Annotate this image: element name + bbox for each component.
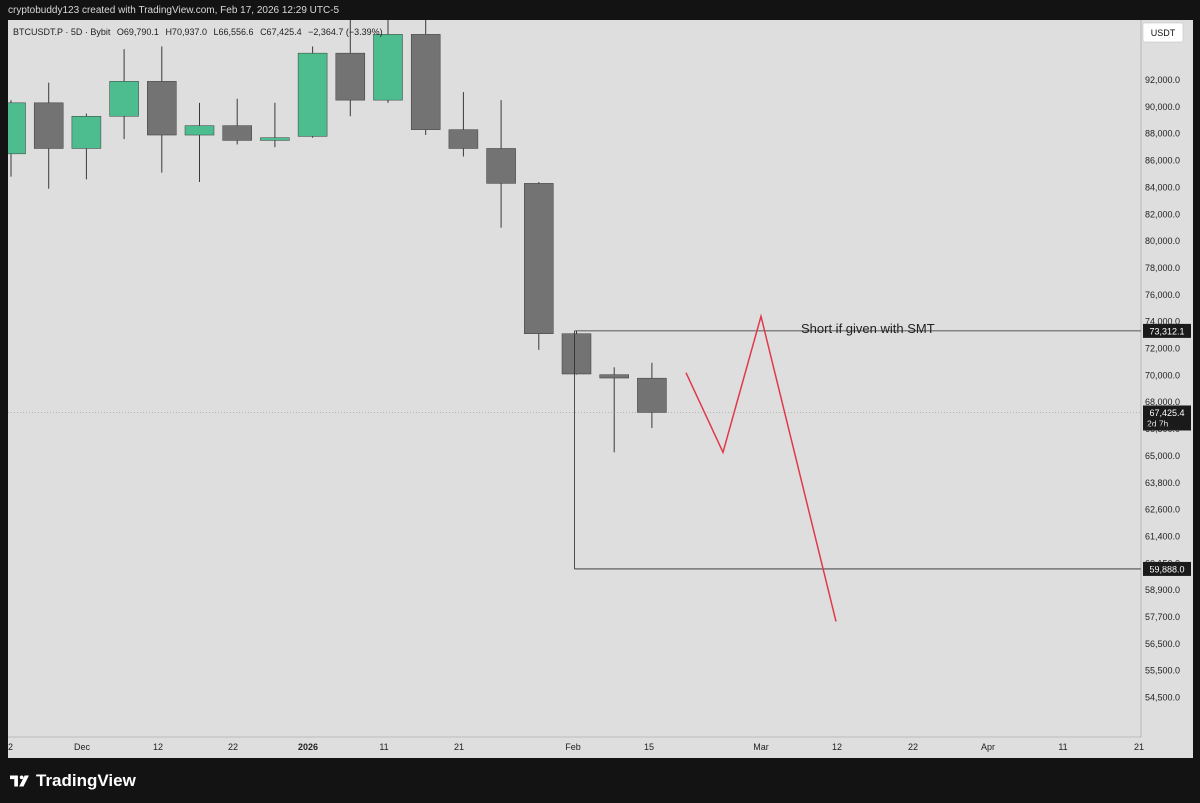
lower-level-tag-text: 59,888.0 xyxy=(1149,564,1184,574)
current-price-tag xyxy=(1143,405,1191,431)
candle-body xyxy=(637,377,667,413)
y-tick-label: 92,000.0 xyxy=(1145,75,1180,85)
candle-body xyxy=(260,137,290,141)
x-tick-label: Apr xyxy=(981,742,995,752)
currency-label[interactable]: USDT xyxy=(1142,22,1184,43)
x-tick-label: 22 xyxy=(908,742,918,752)
y-tick-label: 54,500.0 xyxy=(1145,693,1180,703)
x-tick-label: 22 xyxy=(228,742,238,752)
chart-area[interactable]: 73,312.1 59,888.0 67,425.4 2d 7h 92,000.0 90… xyxy=(0,0,1193,758)
y-tick-label: 63,800.0 xyxy=(1145,478,1180,488)
candle-body xyxy=(297,52,328,137)
candle-body xyxy=(184,125,215,136)
symbol-info: BTCUSDT.P · 5D · Bybit O69,790.1 H70,937… xyxy=(13,27,383,37)
x-tick-label: 12 xyxy=(832,742,842,752)
y-tick-label: 78,000.0 xyxy=(1145,263,1180,273)
upper-level-tag-text: 73,312.1 xyxy=(1149,326,1184,336)
time-axis: 2 Dec 12 22 2026 11 21 Feb 15 Mar 12 22 Apr 11 21 xyxy=(8,736,1144,752)
candle-body xyxy=(524,183,554,334)
y-tick-label: 66,500.0 xyxy=(1145,424,1180,434)
symbol-name: BTCUSDT.P · 5D · Bybit xyxy=(13,27,111,37)
brand[interactable]: TradingView xyxy=(10,771,136,791)
x-tick-label: 12 xyxy=(153,742,163,752)
candles-layer xyxy=(0,0,667,453)
price-axis: 92,000.0 90,000.0 88,000.0 86,000.0 84,000.0… xyxy=(1140,20,1180,737)
candle-body xyxy=(147,81,177,136)
lower-level-tag xyxy=(1143,561,1191,576)
x-tick-label: 11 xyxy=(1058,742,1067,752)
candle-body xyxy=(486,148,516,184)
current-price-tag-text: 67,425.4 xyxy=(1149,408,1184,418)
candle-body xyxy=(373,34,403,101)
low-value: L66,556.6 xyxy=(214,27,254,37)
y-tick-label: 55,500.0 xyxy=(1145,666,1180,676)
x-tick-label: 21 xyxy=(454,742,464,752)
high-value: H70,937.0 xyxy=(165,27,207,37)
levels-layer: 73,312.1 59,888.0 67,425.42d 7h xyxy=(8,323,1191,576)
y-tick-label: 70,000.0 xyxy=(1145,370,1180,380)
x-tick-label: Mar xyxy=(753,742,769,752)
y-tick-label: 86,000.0 xyxy=(1145,156,1180,166)
y-tick-label: 57,700.0 xyxy=(1145,612,1180,622)
change-value: −2,364.7 (−3.39%) xyxy=(308,27,383,37)
y-tick-label: 62,600.0 xyxy=(1145,505,1180,515)
y-tick-label: 90,000.0 xyxy=(1145,102,1180,112)
price-chart[interactable]: 73,312.1 59,888.0 67,425.42d 7h 92,000.0 90… xyxy=(0,0,1193,758)
x-tick-label: Feb xyxy=(565,742,581,752)
chart-header: cryptobuddy123 created with TradingView.… xyxy=(0,0,1200,20)
y-tick-label: 84,000.0 xyxy=(1145,182,1180,192)
annotation-text: Short if given with SMT xyxy=(801,321,935,336)
candle-body xyxy=(109,81,139,117)
candle-body xyxy=(561,333,592,375)
open-value: O69,790.1 xyxy=(117,27,159,37)
y-tick-label: 82,000.0 xyxy=(1145,209,1180,219)
y-tick-label: 74,000.0 xyxy=(1145,317,1180,327)
currency-text: USDT xyxy=(1151,28,1176,38)
y-tick-label: 68,000.0 xyxy=(1145,397,1180,407)
x-tick-label: Dec xyxy=(74,742,91,752)
y-tick-label: 60,150.0 xyxy=(1145,558,1180,568)
candle-body xyxy=(33,102,64,149)
y-tick-label: 61,400.0 xyxy=(1145,531,1180,541)
y-tick-label: 56,500.0 xyxy=(1145,639,1180,649)
attribution-text: cryptobuddy123 created with TradingView.… xyxy=(8,5,340,16)
x-tick-label: 11 xyxy=(379,742,388,752)
candle-body xyxy=(335,52,366,101)
candle-body xyxy=(222,125,252,141)
y-tick-label: 76,000.0 xyxy=(1145,290,1180,300)
x-tick-label: 2026 xyxy=(298,742,318,752)
y-tick-label: 65,000.0 xyxy=(1145,451,1180,461)
x-tick-label: 15 xyxy=(644,742,654,752)
close-value: C67,425.4 xyxy=(260,27,302,37)
upper-level-tag xyxy=(1143,323,1191,338)
projection-path xyxy=(685,313,837,622)
footer: TradingView xyxy=(0,758,1200,803)
x-tick-label: 2 xyxy=(8,742,13,752)
candle-body xyxy=(0,102,26,155)
candle-body xyxy=(599,374,629,379)
y-tick-label: 88,000.0 xyxy=(1145,129,1180,139)
y-tick-label: 80,000.0 xyxy=(1145,236,1180,246)
y-tick-label: 58,900.0 xyxy=(1145,585,1180,595)
countdown-text: 2d 7h xyxy=(1147,418,1169,428)
tradingview-logo-icon xyxy=(10,775,29,787)
candle-body xyxy=(410,34,441,130)
projection-layer xyxy=(685,313,837,622)
x-tick-label: 21 xyxy=(1134,742,1144,752)
brand-name: TradingView xyxy=(36,771,136,790)
candle-body xyxy=(448,129,479,149)
y-tick-label: 72,000.0 xyxy=(1145,344,1180,354)
candle-body xyxy=(71,115,102,149)
